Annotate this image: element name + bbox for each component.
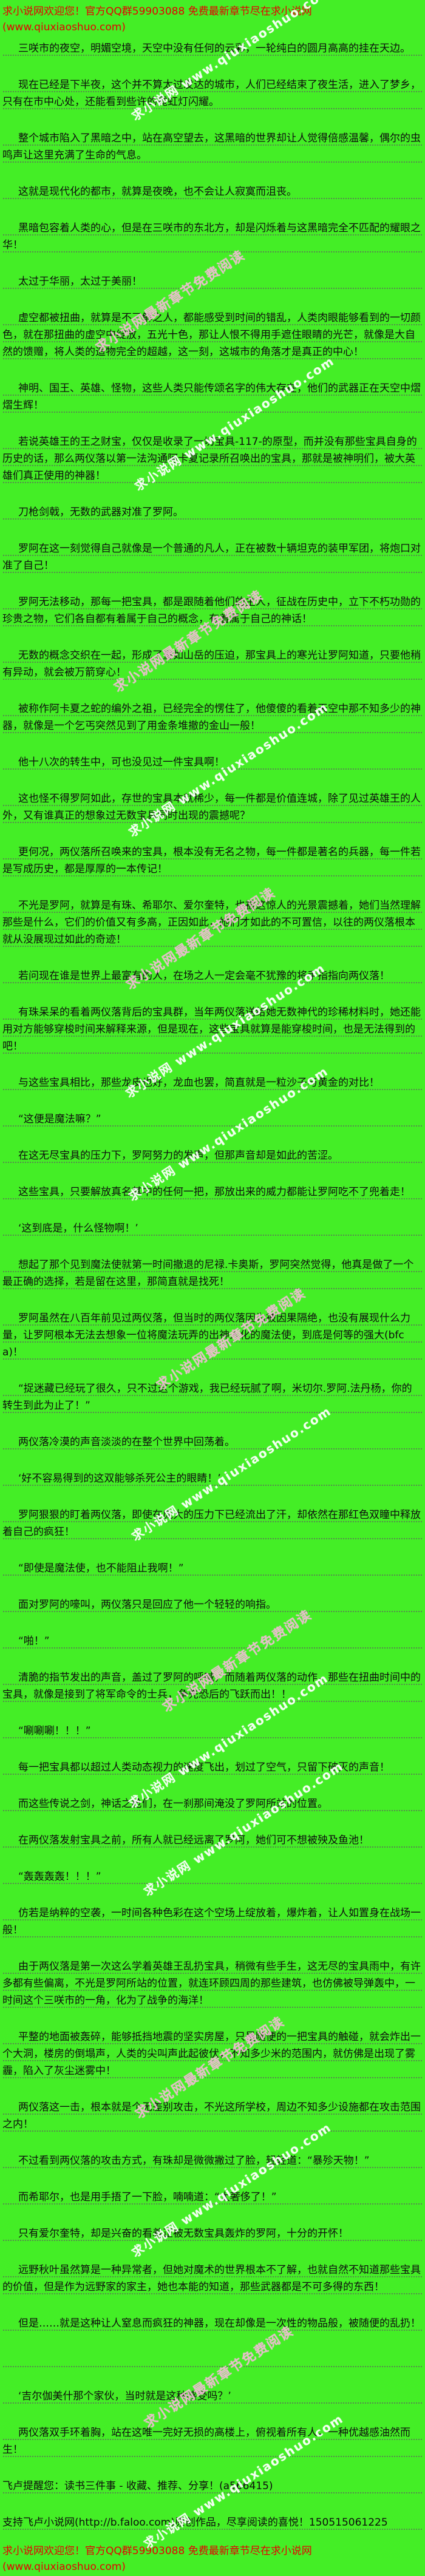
novel-paragraph: 两仪落双手环着胸，站在这唯一完好无损的高楼上，俯视着所有人，一种优越感油然而生！ [2,2424,422,2458]
novel-paragraph: “轰轰轰轰！！！” [2,1868,422,1885]
novel-paragraph: 每一把宝具都以超过人类动态视力的速度飞出，划过了空气，只留下破灭的声音！ [2,1759,422,1776]
novel-paragraph: 飞卢提醒您：读书三件事 - 收藏、推荐、分享！(a566415) [2,2478,422,2495]
novel-paragraph: 而希耶尔，也是用手捂了一下脸，喃喃道：“太奢侈了！” [2,2189,422,2206]
novel-paragraph: 神明、国王、英雄、怪物，这些人类只能传颂名字的伟大存在，他们的武器正在天空中熠熠… [2,380,422,414]
novel-paragraph: 在两仪落发射宝具之前，所有人就已经远离了罗阿，她们可不想被殃及鱼池！ [2,1832,422,1849]
novel-paragraph: 有珠呆呆的看着两仪落背后的宝具群，当年两仪落送给她无数神代的珍稀材料时，她还能用… [2,1004,422,1055]
site-footer-notice: 求小说网欢迎您！官方QQ群59903088 免费最新章节尽在求小说网(www.q… [2,2545,312,2573]
novel-paragraph: 这就是现代化的都市，就算是夜晚，也不会让人寂寞而沮丧。 [2,183,422,200]
novel-paragraph: 被称作阿卡夏之蛇的编外之祖，已经完全的愣住了，他傻傻的看着天空中那不知多少的神器… [2,700,422,734]
novel-paragraph: 更何况，两仪落所召唤来的宝具，根本没有无名之物，每一件都是著名的兵器，每一件若是… [2,844,422,878]
novel-paragraph: “啪！” [2,1633,422,1650]
novel-paragraph: 两仪落这一击，根本就是个无差别攻击，不光这所学校，周边不知多少设施都在攻击范围之… [2,2099,422,2133]
novel-paragraph: “这便是魔法嘛？” [2,1111,422,1128]
novel-paragraph: 两仪落冷漠的声音淡淡的在整个世界中回荡着。 [2,1434,422,1451]
novel-paragraph: 黑暗包容着人类的心，但是在三咲市的东北方，却是闪烁着与这黑暗完全不匹配的耀眼之华… [2,220,422,254]
novel-paragraph: 不过看到两仪落的攻击方式，有珠却是微微撇过了脸，轻轻道：“暴殄天物！” [2,2152,422,2169]
novel-paragraph: 与这些宝具相比，那些龙皮也好，龙血也罢，简直就是一粒沙子与黄金的对比！ [2,1074,422,1091]
novel-paragraph: 只有爱尔奎特，却是兴奋的看着正被无数宝具轰炸的罗阿，十分的开怀！ [2,2225,422,2242]
novel-paragraph: 现在已经是下半夜，这个并不算太过发达的城市，人们已经结束了夜生活，进入了梦乡，只… [2,76,422,110]
novel-paragraph: 不光是罗阿，就算是有珠、希耶尔、爱尔奎特，也被这惊人的光景震撼着，她们当然理解那… [2,897,422,948]
novel-paragraph: 远野秋叶虽然算是一种异常者，但她对魔术的世界根本不了解，也就自然不知道那些宝具的… [2,2262,422,2296]
novel-paragraph: 由于两仪落是第一次这么学着英雄王乱扔宝具，稍微有些手生，这无尽的宝具雨中，有许多… [2,1958,422,2009]
novel-paragraph: ‘这到底是，什么怪物啊！’ [2,1220,422,1237]
content: 三咲市的夜空，明媚空境，天空中没有任何的云彩，一轮纯白的圆月高高的挂在天边。现在… [2,40,422,2531]
novel-paragraph: 清脆的指节发出的声音，盖过了罗阿的呼喊，而随着两仪落的动作，那些在扭曲时间中的宝… [2,1669,422,1703]
novel-paragraph: 在这无尽宝具的压力下，罗阿努力的发声，但那声音却是如此的苦涩。 [2,1147,422,1164]
novel-paragraph: 若问现在谁是世界上最富有的人，在场之人一定会毫不犹豫的将手指指向两仪落！ [2,968,422,985]
site-header-notice: 求小说网欢迎您！官方QQ群59903088 免费最新章节尽在求小说网(www.q… [2,5,312,33]
novel-paragraph: 罗阿狠狠的盯着两仪落，即使在庞大的压力下已经流出了汗，却依然在那红色双瞳中释放着… [2,1507,422,1541]
novel-paragraph: 刀枪剑戟，无数的武器对准了罗阿。 [2,504,422,521]
novel-paragraph: 这也怪不得罗阿如此，存世的宝具本就稀少，每一件都是价值连城，除了见过英雄王的人外… [2,790,422,824]
novel-paragraph: 平整的地面被轰碎，能够抵挡地震的坚实房屋，只是随便的一把宝具的触碰，就会炸出一个… [2,2029,422,2079]
novel-paragraph: 他十八次的转生中，可也没见过一件宝具啊！ [2,754,422,771]
novel-paragraph: 面对罗阿的嚎叫，两仪落只是回应了他一个轻轻的响指。 [2,1596,422,1613]
novel-paragraph: 整个城市陷入了黑暗之中，站在高空望去，这黑暗的世界却让人觉得倍感温馨，偶尔的虫鸣… [2,130,422,164]
novel-paragraph: ‘好不容易得到的这双能够杀死公主的眼睛！’ [2,1470,422,1487]
novel-paragraph: 想起了那个见到魔法使就第一时间撤退的尼禄.卡奥斯，罗阿突然觉得，他真是做了一个最… [2,1256,422,1290]
novel-paragraph: 罗阿在这一刻觉得自己就像是一个普通的凡人，正在被数十辆坦克的装甲军团，将炮口对准… [2,540,422,574]
novel-paragraph: 而这些传说之剑，神话之枪们，在一刹那间淹没了罗阿所站的位置。 [2,1795,422,1812]
novel-paragraph: 这些宝具，只要解放真名其中的任何一把，那放出来的威力都能让罗阿吃不了兜着走！ [2,1184,422,1201]
novel-paragraph: 仿若是纳粹的空袭，一时间各种色彩在这个空场上绽放着，爆炸着，让人如置身在战场一般… [2,1905,422,1939]
novel-paragraph: ‘吉尔伽美什那个家伙，当时就是这种感受吗？’ [2,2388,422,2405]
novel-paragraph: “捉迷藏已经玩了很久，只不过这个游戏，我已经玩腻了啊，米切尔.罗阿.法丹杨，你的… [2,1380,422,1414]
novel-paragraph: 无数的概念交织在一起，形成了重如山岳的压迫，那宝具上的寒光让罗阿知道，只要他稍有… [2,647,422,681]
novel-paragraph: “唰唰唰！！！” [2,1723,422,1740]
novel-paragraph: 罗阿虽然在八百年前见过两仪落，但当时的两仪落因为被因果隔绝，也没有展现什么力量，… [2,1310,422,1361]
novel-paragraph: 若说英雄王的王之财宝，仅仅是收录了一切宝具-117-的原型，而并没有那些宝具自身… [2,433,422,484]
novel-paragraph: “即使是魔法使，也不能阻止我啊！” [2,1560,422,1577]
novel-paragraph: 但是……就是这种让人窒息而疯狂的神器，现在却像是一次性的物品般，被随便的乱扔！ [2,2315,422,2332]
novel-paragraph: 罗阿无法移动，那每一把宝具，都是跟随着他们的主人，征战在历史中，立下不朽功勋的珍… [2,594,422,628]
novel-paragraph: 虚空都被扭曲，就算是不了解之人，都能感受到时间的错乱，人类肉眼能够看到的一切颜色… [2,310,422,361]
novel-paragraph: 支持飞卢小说网(http://b.faloo.com)原创作品，尽享阅读的喜悦！… [2,2514,422,2531]
novel-paragraph: 太过于华丽，太过于美丽！ [2,273,422,290]
novel-paragraph: 三咲市的夜空，明媚空境，天空中没有任何的云彩，一轮纯白的圆月高高的挂在天边。 [2,40,422,57]
blank-guide-line [2,2351,422,2368]
